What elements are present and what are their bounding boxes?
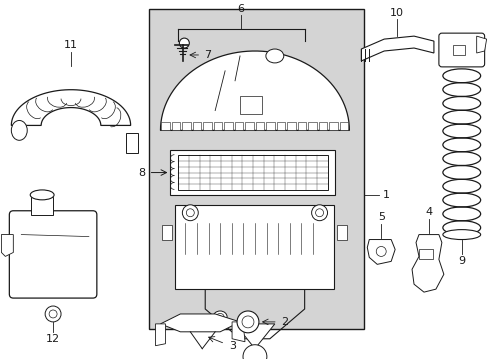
Bar: [148, 9, 364, 329]
Circle shape: [179, 38, 189, 48]
Bar: [308, 122, 316, 130]
Bar: [172, 122, 180, 130]
FancyBboxPatch shape: [9, 211, 97, 298]
Text: 2: 2: [281, 317, 288, 327]
Bar: [203, 122, 211, 130]
Text: 8: 8: [138, 167, 145, 177]
Circle shape: [182, 205, 198, 221]
Text: 10: 10: [389, 8, 403, 18]
Ellipse shape: [265, 49, 283, 63]
Polygon shape: [235, 324, 274, 349]
Bar: [224, 122, 232, 130]
Circle shape: [311, 205, 327, 221]
Polygon shape: [11, 90, 130, 125]
Bar: [329, 122, 337, 130]
Circle shape: [237, 311, 258, 333]
Polygon shape: [160, 314, 240, 332]
Polygon shape: [476, 36, 486, 53]
Ellipse shape: [216, 314, 224, 320]
Circle shape: [186, 209, 194, 217]
FancyBboxPatch shape: [438, 33, 484, 67]
Bar: [193, 122, 201, 130]
Bar: [318, 122, 327, 130]
Bar: [240, 96, 262, 113]
Bar: [287, 122, 295, 130]
Ellipse shape: [213, 311, 226, 323]
Bar: [337, 225, 346, 239]
Circle shape: [375, 247, 386, 256]
Bar: [266, 122, 274, 130]
Bar: [245, 122, 253, 130]
Polygon shape: [155, 324, 165, 346]
Bar: [170, 150, 335, 195]
Bar: [276, 122, 285, 130]
Text: 7: 7: [203, 50, 210, 60]
Bar: [339, 122, 347, 130]
Ellipse shape: [442, 230, 480, 239]
Circle shape: [315, 209, 323, 217]
Bar: [297, 122, 306, 130]
Circle shape: [45, 306, 61, 322]
Bar: [31, 197, 53, 215]
Text: 9: 9: [457, 256, 465, 266]
Bar: [452, 45, 464, 55]
Ellipse shape: [30, 190, 54, 200]
Text: 1: 1: [382, 190, 389, 200]
Bar: [182, 122, 191, 130]
Bar: [255, 122, 264, 130]
Bar: [178, 155, 327, 190]
Bar: [161, 122, 170, 130]
Bar: [234, 122, 243, 130]
Polygon shape: [1, 235, 13, 256]
Text: 11: 11: [64, 40, 78, 50]
Ellipse shape: [11, 121, 27, 140]
Polygon shape: [361, 36, 433, 61]
Circle shape: [243, 345, 266, 360]
Polygon shape: [411, 235, 443, 292]
Polygon shape: [366, 239, 394, 264]
Polygon shape: [232, 322, 244, 342]
Text: 5: 5: [377, 212, 384, 222]
Bar: [162, 225, 172, 239]
Text: 12: 12: [46, 334, 60, 344]
Bar: [418, 249, 432, 260]
Circle shape: [49, 310, 57, 318]
Text: 4: 4: [425, 207, 431, 217]
Text: 6: 6: [237, 4, 244, 14]
Bar: [125, 133, 137, 153]
Text: 3: 3: [229, 341, 236, 351]
Circle shape: [242, 316, 253, 328]
Polygon shape: [160, 51, 349, 130]
Bar: [175, 205, 334, 289]
Bar: [214, 122, 222, 130]
